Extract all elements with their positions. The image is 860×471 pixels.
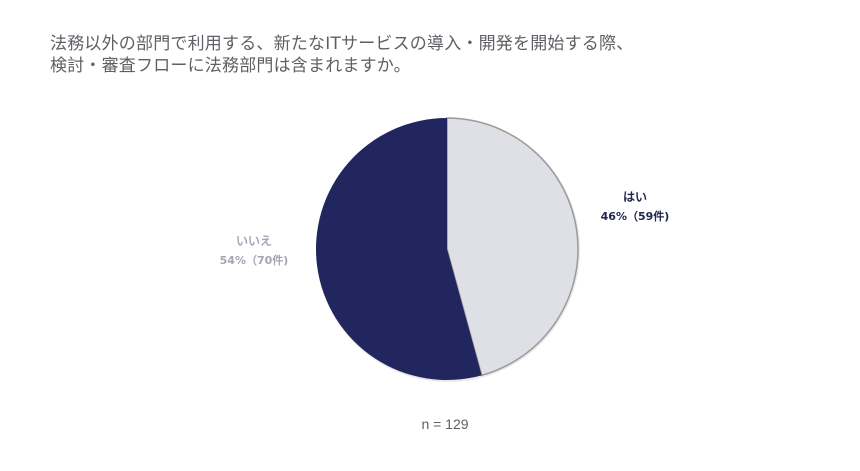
slice-label-no-value: 54%（70件) <box>219 254 289 267</box>
pie-slice-no <box>316 118 482 380</box>
chart-title-line-2: 検討・審査フローに法務部門は含まれますか。 <box>50 56 411 76</box>
chart-title-line-1: 法務以外の部門で利用する、新たなITサービスの導入・開発を開始する際、 <box>50 34 634 54</box>
slice-label-yes-value: 46%（59件) <box>600 210 670 223</box>
slice-label-no: いいえ 54%（70件) <box>214 233 294 269</box>
slice-label-yes-name: はい <box>622 190 647 204</box>
sample-size-label: n = 129 <box>421 416 469 432</box>
slice-label-yes: はい 46%（59件) <box>595 189 675 225</box>
slice-label-no-name: いいえ <box>235 234 272 248</box>
pie-slice-yes <box>446 117 579 377</box>
chart-title: 法務以外の部門で利用する、新たなITサービスの導入・開発を開始する際、 検討・審… <box>50 33 810 77</box>
